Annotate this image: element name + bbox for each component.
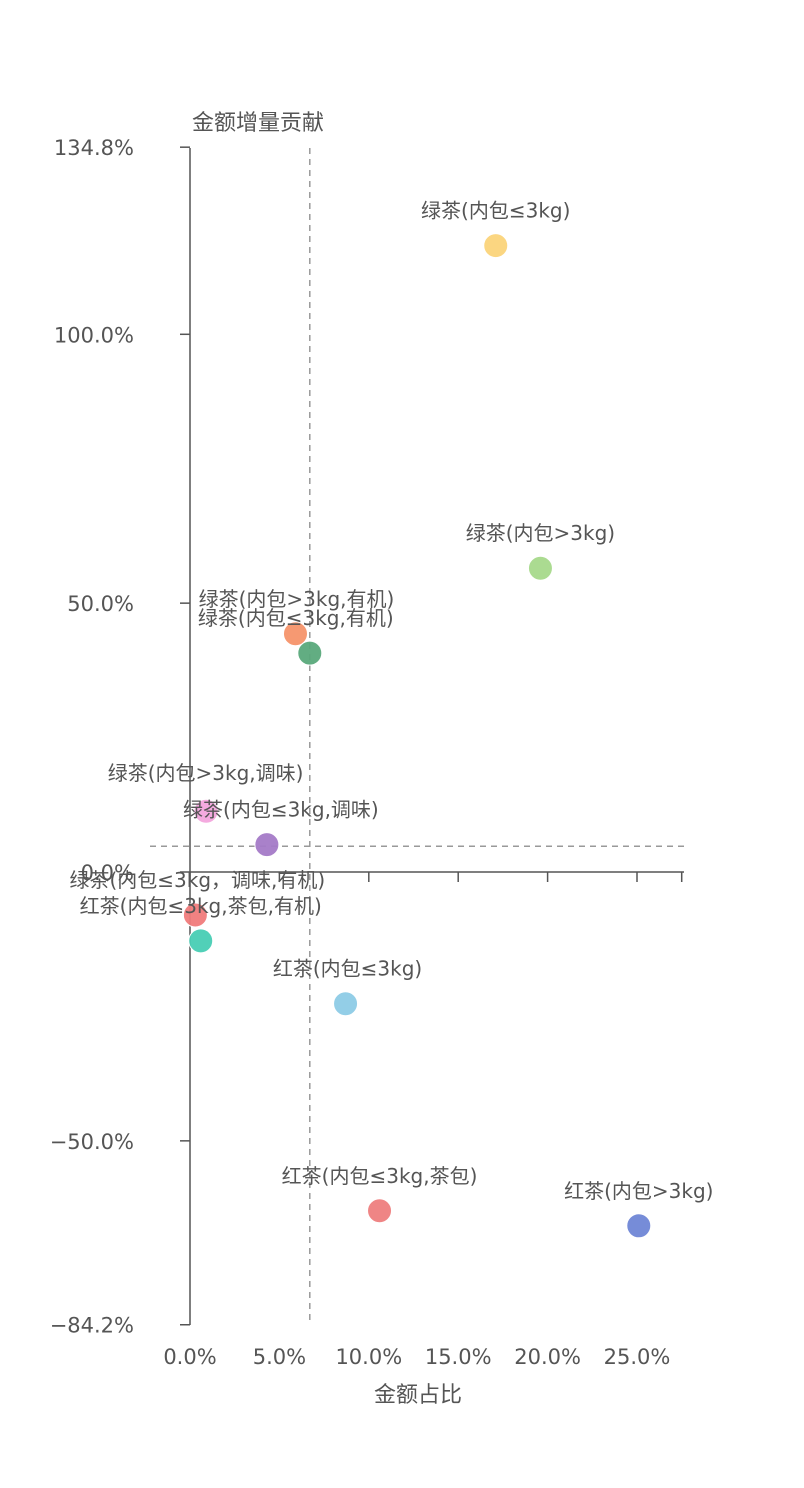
y-tick-label: 50.0% (67, 592, 134, 616)
scatter-point[interactable] (188, 928, 214, 954)
point-label: 绿茶(内包≤3kg，调味,有机) (69, 868, 325, 892)
y-axis-title: 金额增量贡献 (192, 111, 324, 136)
point-label: 红茶(内包≤3kg,茶包) (282, 1164, 478, 1188)
point-label: 绿茶(内包≤3kg) (421, 199, 570, 223)
point-label: 绿茶(内包>3kg,有机) (199, 587, 395, 611)
y-tick-label: 0.0% (81, 861, 134, 885)
y-tick-label: −84.2% (50, 1314, 134, 1338)
x-axis-title: 金额占比 (374, 1383, 462, 1408)
axes-layer: 134.8% 100.0% 50.0% 0.0% −50.0% −84.2% 0.0% 5.0… (50, 136, 684, 1369)
point-label: 红茶(内包≤3kg,茶包,有机) (80, 894, 322, 918)
x-tick-label: 0.0% (163, 1345, 216, 1369)
scatter-point[interactable] (626, 1213, 652, 1239)
points-layer (182, 233, 652, 1239)
point-label: 绿茶(内包>3kg,调味) (108, 761, 304, 785)
scatter-point[interactable] (333, 991, 359, 1017)
scatter-point[interactable] (527, 555, 553, 581)
scatter-point[interactable] (297, 640, 323, 666)
x-tick-label: 20.0% (514, 1345, 581, 1369)
scatter-point[interactable] (254, 832, 280, 858)
x-tick-label: 15.0% (425, 1345, 492, 1369)
point-label: 绿茶(内包≤3kg,有机) (198, 606, 394, 630)
y-tick-label: 100.0% (54, 323, 134, 347)
x-tick-label: 25.0% (604, 1345, 671, 1369)
point-label: 绿茶(内包>3kg) (466, 521, 615, 545)
x-tick-label: 5.0% (253, 1345, 306, 1369)
scatter-point[interactable] (182, 902, 208, 928)
point-label: 绿茶(内包≤3kg,调味) (183, 798, 379, 822)
scatter-point[interactable] (483, 233, 509, 259)
scatter-point[interactable] (367, 1198, 393, 1224)
scatter-point[interactable] (282, 621, 308, 647)
point-label: 红茶(内包>3kg) (564, 1179, 713, 1203)
point-labels: 绿茶(内包≤3kg)绿茶(内包>3kg)绿茶(内包>3kg,有机)绿茶(内包≤3… (69, 199, 713, 1203)
y-tick-label: 134.8% (54, 136, 134, 160)
scatter-point[interactable] (193, 798, 219, 824)
x-tick-label: 10.0% (335, 1345, 402, 1369)
reference-lines (150, 148, 684, 1325)
point-label: 红茶(内包≤3kg) (273, 957, 422, 981)
y-tick-label: −50.0% (50, 1130, 134, 1154)
